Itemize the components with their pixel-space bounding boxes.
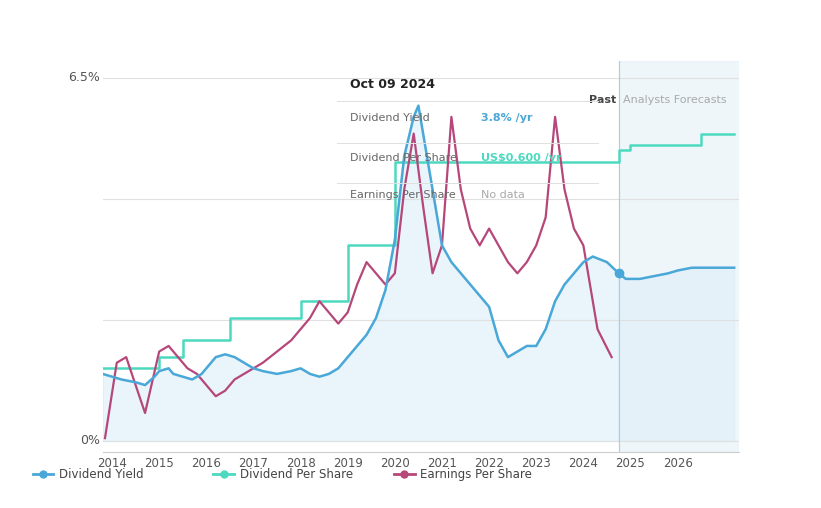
Text: 6.5%: 6.5% — [68, 71, 100, 84]
Bar — [619, 61, 739, 452]
Text: Dividend Yield: Dividend Yield — [59, 468, 144, 481]
Text: Earnings Per Share: Earnings Per Share — [350, 189, 456, 200]
Text: Earnings Per Share: Earnings Per Share — [420, 468, 532, 481]
Text: US$0.600 /yr: US$0.600 /yr — [481, 153, 562, 163]
Text: Dividend Per Share: Dividend Per Share — [350, 153, 456, 163]
Text: Past: Past — [589, 95, 617, 105]
Text: Dividend Per Share: Dividend Per Share — [240, 468, 353, 481]
Text: Oct 09 2024: Oct 09 2024 — [350, 78, 435, 91]
Text: Dividend Yield: Dividend Yield — [350, 113, 429, 123]
Text: 0%: 0% — [80, 434, 100, 448]
Text: Analysts Forecasts: Analysts Forecasts — [623, 95, 727, 105]
Text: 3.8% /yr: 3.8% /yr — [481, 113, 533, 123]
Text: No data: No data — [481, 189, 525, 200]
